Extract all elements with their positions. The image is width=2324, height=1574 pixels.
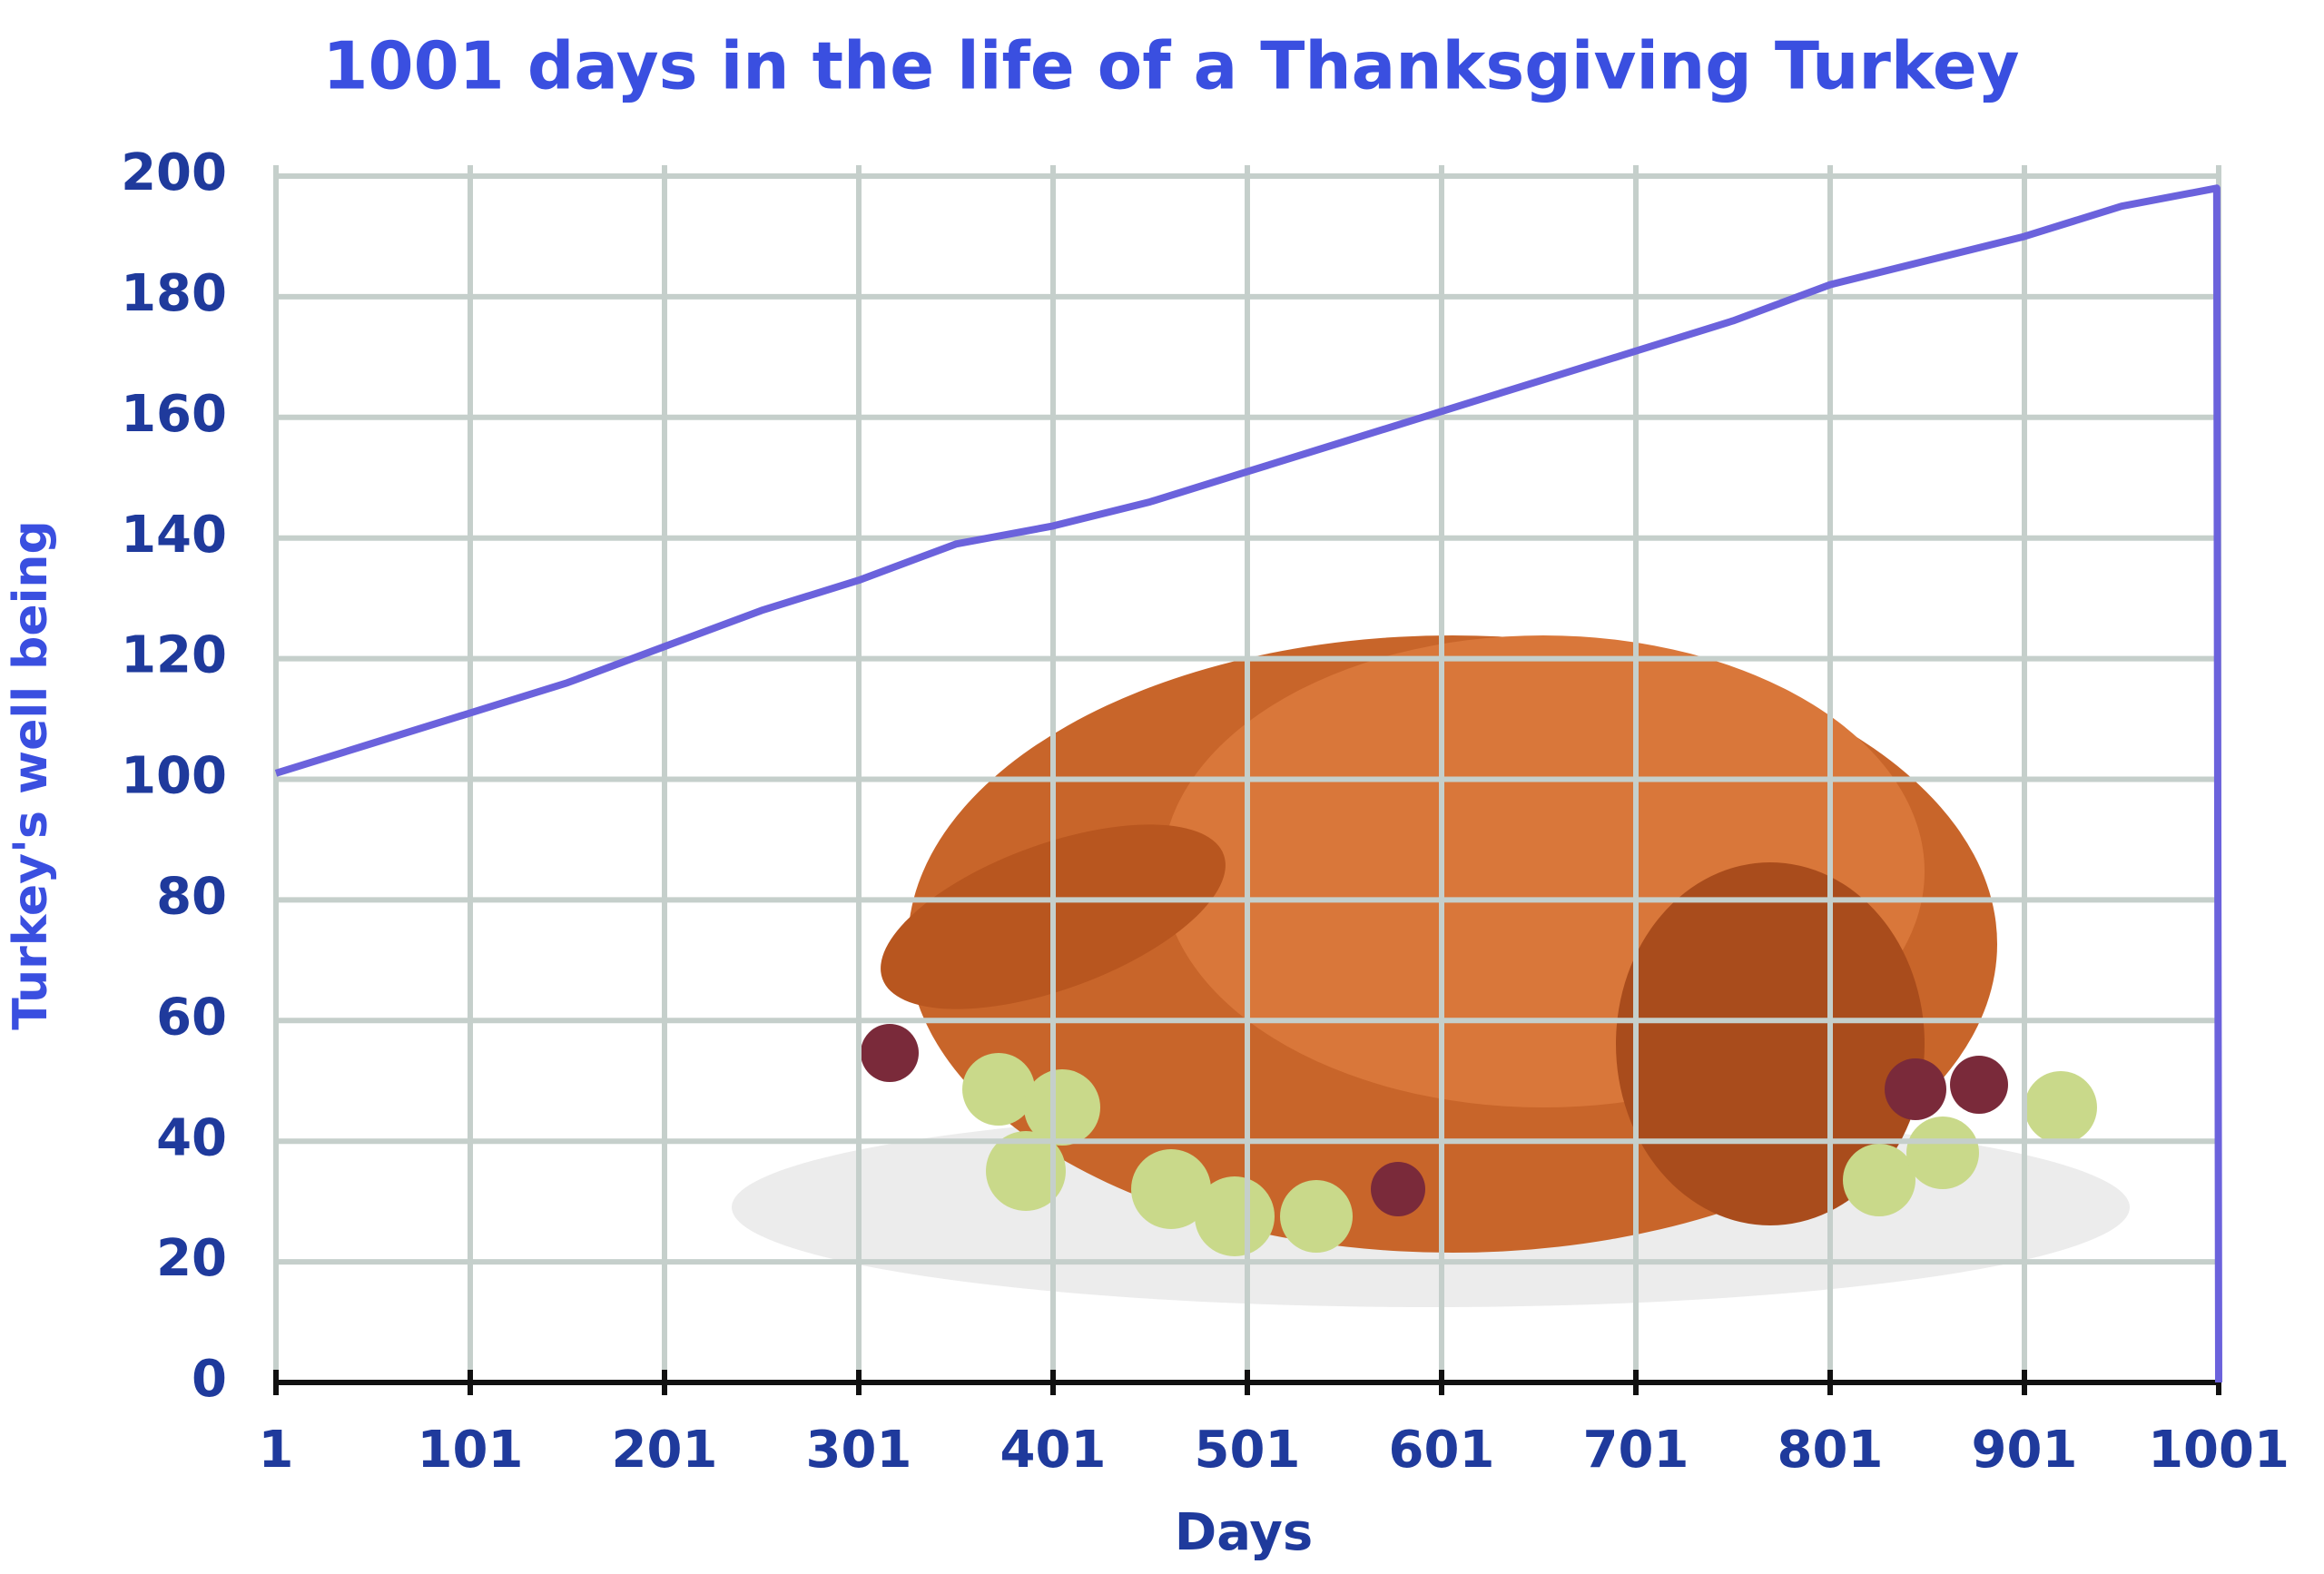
x-tick-label: 201: [612, 1421, 718, 1480]
turkey-wing: [1616, 862, 1925, 1225]
y-tick-label: 40: [156, 1108, 227, 1167]
x-tick-label: 801: [1777, 1421, 1884, 1480]
x-tick-label: 501: [1195, 1421, 1301, 1480]
x-tick-label: 601: [1389, 1421, 1495, 1480]
x-tick-label: 1001: [2148, 1421, 2290, 1480]
data-line: [274, 184, 2222, 1383]
x-tick-label: 901: [1972, 1421, 2078, 1480]
x-tick-label: 1: [259, 1421, 294, 1480]
x-tick-label: 101: [418, 1421, 524, 1480]
x-tick-label: 301: [806, 1421, 912, 1480]
grapes: [962, 1053, 2097, 1256]
y-tick-label: 120: [121, 626, 227, 685]
x-tick-label: 401: [1000, 1421, 1107, 1480]
x-axis-label: Days: [1175, 1503, 1313, 1562]
turkey-illustration: [732, 635, 2130, 1307]
y-tick-label: 0: [192, 1350, 227, 1409]
chart-title: 1001 days in the life of a Thanksgiving …: [322, 28, 2019, 104]
y-tick-label: 140: [121, 506, 227, 565]
y-axis-label: Turkey's well being: [4, 520, 58, 1029]
red-grapes: [861, 1024, 2008, 1216]
x-tick-label: 701: [1583, 1421, 1689, 1480]
y-tick-label: 60: [156, 988, 227, 1047]
y-tick-label: 160: [121, 385, 227, 444]
y-tick-label: 180: [121, 264, 227, 323]
y-tick-label: 20: [156, 1229, 227, 1288]
y-tick-label: 200: [121, 143, 227, 202]
y-tick-label: 80: [156, 868, 227, 927]
y-tick-label: 100: [121, 747, 227, 806]
